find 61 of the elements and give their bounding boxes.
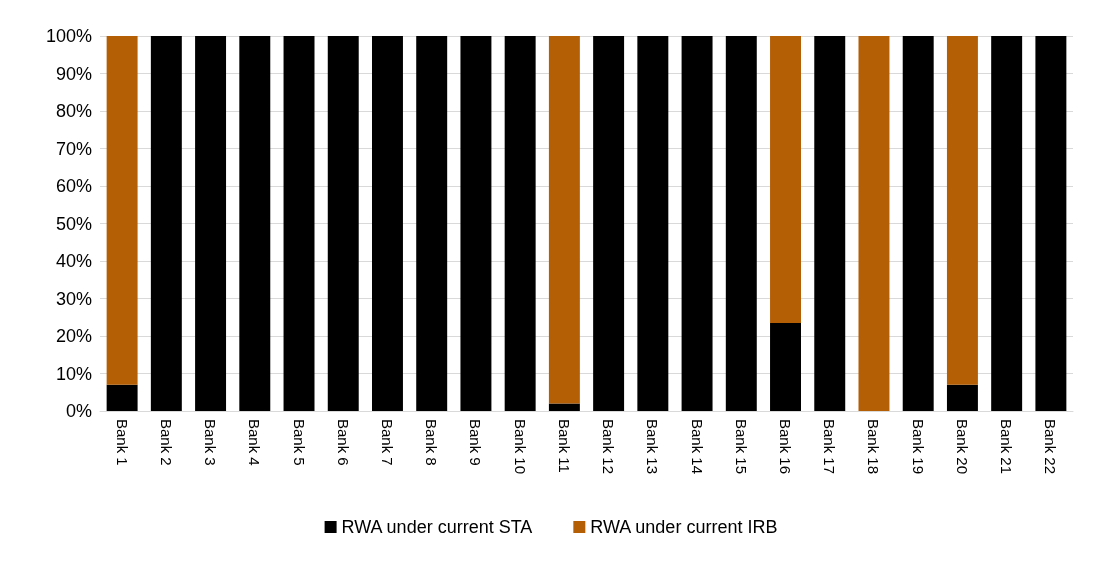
x-tick-label: Bank 17 bbox=[821, 419, 839, 475]
bar bbox=[593, 36, 625, 411]
x-tick-label: Bank 13 bbox=[644, 419, 662, 475]
x-tick-label: Bank 7 bbox=[378, 419, 396, 466]
bar bbox=[637, 36, 669, 411]
bar bbox=[150, 36, 182, 411]
x-tick-label: Bank 12 bbox=[600, 419, 618, 475]
bar bbox=[460, 36, 492, 411]
x-tick-label: Bank 5 bbox=[290, 419, 308, 466]
x-tick-label: Bank 3 bbox=[202, 419, 220, 466]
bar bbox=[327, 36, 359, 411]
x-tick-label: Bank 16 bbox=[777, 419, 795, 475]
x-tick-label: Bank 6 bbox=[334, 419, 352, 466]
y-tick-label: 60% bbox=[55, 176, 92, 196]
x-tick-label: Bank 21 bbox=[998, 419, 1016, 475]
x-tick-label: Bank 20 bbox=[953, 419, 971, 475]
y-tick-label: 100% bbox=[45, 26, 92, 46]
y-tick-label: 10% bbox=[55, 363, 92, 384]
legend-label: RWA under current IRB bbox=[590, 517, 778, 537]
y-tick-label: 0% bbox=[65, 401, 92, 421]
bar bbox=[725, 36, 757, 411]
x-tick-label: Bank 9 bbox=[467, 419, 485, 466]
bar bbox=[946, 36, 978, 385]
bar bbox=[991, 36, 1023, 411]
bar bbox=[946, 384, 978, 411]
y-tick-label: 40% bbox=[55, 251, 92, 271]
x-tick-label: Bank 19 bbox=[909, 419, 927, 475]
y-tick-label: 30% bbox=[55, 288, 92, 309]
bar bbox=[504, 36, 536, 411]
y-tick-label: 50% bbox=[55, 213, 92, 234]
y-tick-label: 90% bbox=[55, 63, 92, 84]
x-tick-label: Bank 10 bbox=[511, 419, 529, 475]
bar bbox=[770, 36, 801, 323]
bar bbox=[902, 36, 934, 411]
bar bbox=[106, 36, 138, 385]
x-tick-label: Bank 15 bbox=[732, 419, 750, 475]
bar bbox=[372, 36, 403, 411]
x-tick-label: Bank 22 bbox=[1042, 419, 1060, 475]
bar bbox=[681, 36, 713, 411]
legend-label: RWA under current STA bbox=[341, 517, 533, 537]
bar bbox=[195, 36, 227, 411]
bar bbox=[770, 322, 801, 411]
x-tick-label: Bank 8 bbox=[423, 419, 441, 466]
bar bbox=[239, 36, 271, 411]
y-tick-label: 20% bbox=[55, 326, 92, 346]
bar bbox=[858, 36, 890, 411]
bar bbox=[548, 403, 580, 411]
x-tick-label: Bank 18 bbox=[865, 419, 883, 475]
x-tick-label: Bank 4 bbox=[246, 419, 264, 466]
y-tick-label: 70% bbox=[55, 138, 92, 159]
bar bbox=[283, 36, 315, 411]
bar bbox=[106, 384, 138, 411]
x-tick-label: Bank 11 bbox=[555, 419, 573, 473]
bar bbox=[548, 36, 580, 404]
bar bbox=[416, 36, 448, 411]
x-tick-label: Bank 14 bbox=[688, 419, 706, 475]
x-tick-label: Bank 2 bbox=[157, 419, 175, 466]
y-tick-label: 80% bbox=[55, 101, 92, 121]
bar bbox=[1035, 36, 1067, 411]
bar bbox=[814, 36, 846, 411]
x-tick-label: Bank 1 bbox=[113, 419, 131, 466]
